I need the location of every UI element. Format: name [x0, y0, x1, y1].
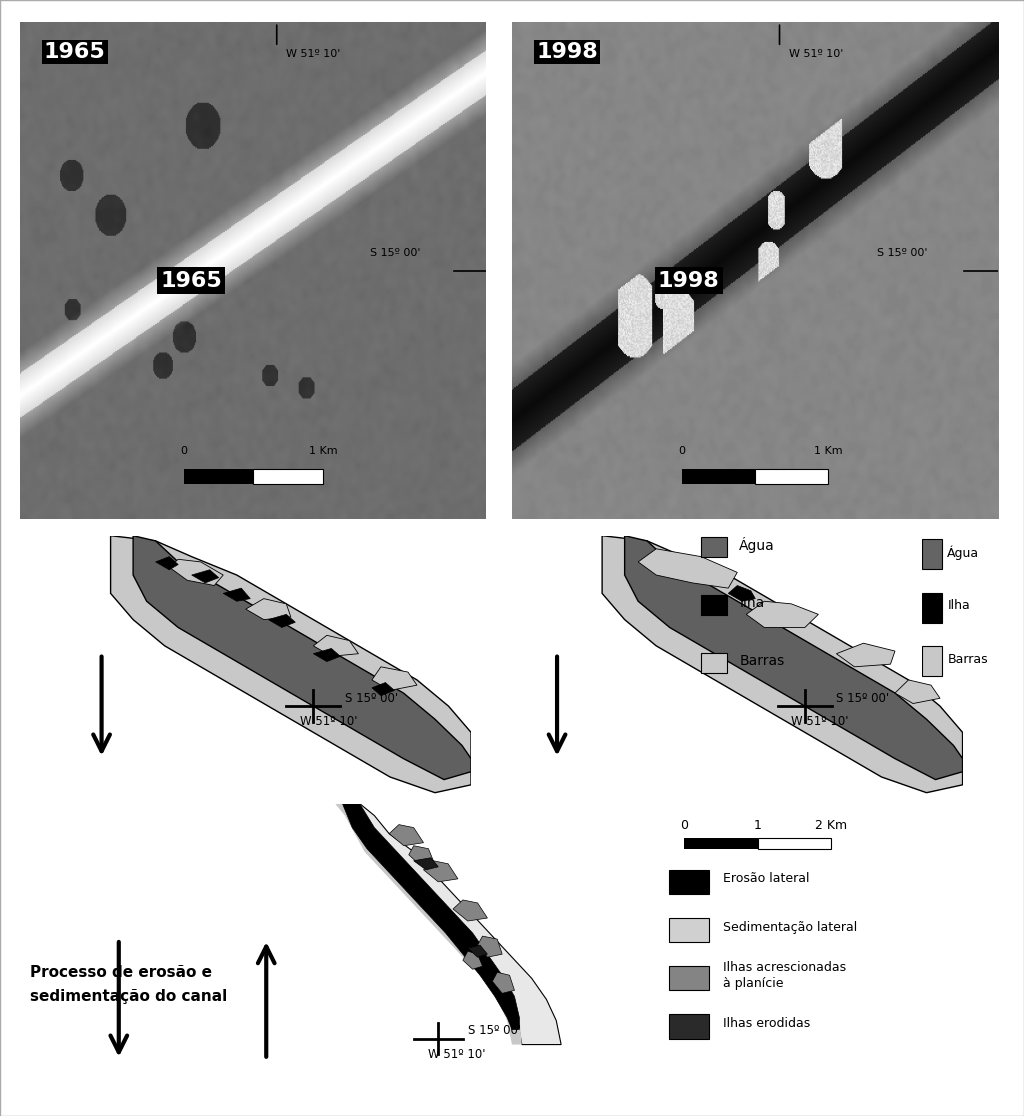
Polygon shape — [895, 680, 940, 703]
Text: 1 Km: 1 Km — [309, 446, 338, 456]
Text: 0: 0 — [180, 446, 187, 456]
Text: S 15º 00': S 15º 00' — [837, 692, 890, 705]
Polygon shape — [313, 648, 340, 662]
Text: Ilha: Ilha — [947, 599, 970, 613]
Text: 1998: 1998 — [657, 270, 720, 290]
Polygon shape — [389, 825, 424, 846]
Bar — [922, 539, 942, 569]
Polygon shape — [246, 598, 291, 619]
Text: W 51º 10': W 51º 10' — [790, 49, 844, 59]
Polygon shape — [156, 557, 178, 570]
Polygon shape — [468, 945, 487, 958]
Polygon shape — [453, 899, 487, 921]
Text: 1965: 1965 — [160, 270, 222, 290]
Bar — [922, 646, 942, 676]
Polygon shape — [335, 804, 522, 1045]
Text: S 15º 00': S 15º 00' — [877, 248, 928, 258]
Bar — [670, 918, 709, 942]
Text: W 51º 10': W 51º 10' — [286, 49, 340, 59]
Polygon shape — [493, 972, 514, 993]
Text: Processo de erosão e
sedimentação do canal: Processo de erosão e sedimentação do can… — [31, 964, 227, 1004]
Text: Barras: Barras — [739, 654, 784, 667]
Polygon shape — [746, 602, 818, 627]
Polygon shape — [268, 614, 295, 627]
Polygon shape — [638, 549, 737, 588]
Bar — [758, 838, 831, 848]
Text: 1998: 1998 — [537, 42, 598, 62]
Text: Ilha: Ilha — [739, 596, 765, 609]
Polygon shape — [602, 536, 963, 792]
Text: Barras: Barras — [947, 653, 988, 666]
Bar — [756, 469, 828, 484]
Bar — [670, 966, 709, 990]
Polygon shape — [133, 536, 471, 780]
Text: 0: 0 — [680, 819, 688, 833]
Polygon shape — [223, 588, 250, 602]
Text: S 15º 00': S 15º 00' — [468, 1024, 521, 1037]
Text: Ilhas acrescionadas
à planície: Ilhas acrescionadas à planície — [723, 961, 847, 990]
Polygon shape — [340, 804, 561, 1045]
Polygon shape — [409, 846, 433, 864]
Text: Água: Água — [739, 537, 775, 552]
Text: W 51º 10': W 51º 10' — [792, 714, 849, 728]
Bar — [254, 469, 324, 484]
Bar — [670, 869, 709, 894]
Polygon shape — [463, 951, 482, 969]
Text: 0: 0 — [679, 446, 686, 456]
Bar — [684, 838, 758, 848]
Bar — [682, 469, 756, 484]
Text: Água: Água — [947, 546, 980, 559]
Text: Ilhas erodidas: Ilhas erodidas — [723, 1017, 811, 1030]
Polygon shape — [625, 536, 963, 780]
Polygon shape — [313, 635, 358, 656]
Bar — [183, 469, 254, 484]
Polygon shape — [111, 536, 471, 792]
Polygon shape — [414, 858, 438, 869]
Polygon shape — [372, 666, 417, 691]
Polygon shape — [169, 559, 223, 586]
Text: 1965: 1965 — [44, 42, 105, 62]
Text: Erosão lateral: Erosão lateral — [723, 873, 810, 885]
Polygon shape — [191, 570, 219, 583]
Text: S 15º 00': S 15º 00' — [345, 692, 398, 705]
Text: Sedimentação lateral: Sedimentação lateral — [723, 921, 858, 934]
Text: W 51º 10': W 51º 10' — [428, 1048, 486, 1061]
Polygon shape — [372, 683, 394, 695]
Text: 1 Km: 1 Km — [814, 446, 843, 456]
Polygon shape — [837, 643, 895, 666]
Text: 2 Km: 2 Km — [815, 819, 848, 833]
Polygon shape — [728, 586, 756, 602]
Polygon shape — [477, 936, 502, 958]
Text: 1: 1 — [754, 819, 762, 833]
Polygon shape — [342, 804, 519, 1029]
Text: W 51º 10': W 51º 10' — [300, 714, 357, 728]
Text: S 15º 00': S 15º 00' — [370, 248, 421, 258]
Polygon shape — [424, 860, 458, 882]
Bar — [670, 1014, 709, 1039]
Bar — [922, 593, 942, 623]
